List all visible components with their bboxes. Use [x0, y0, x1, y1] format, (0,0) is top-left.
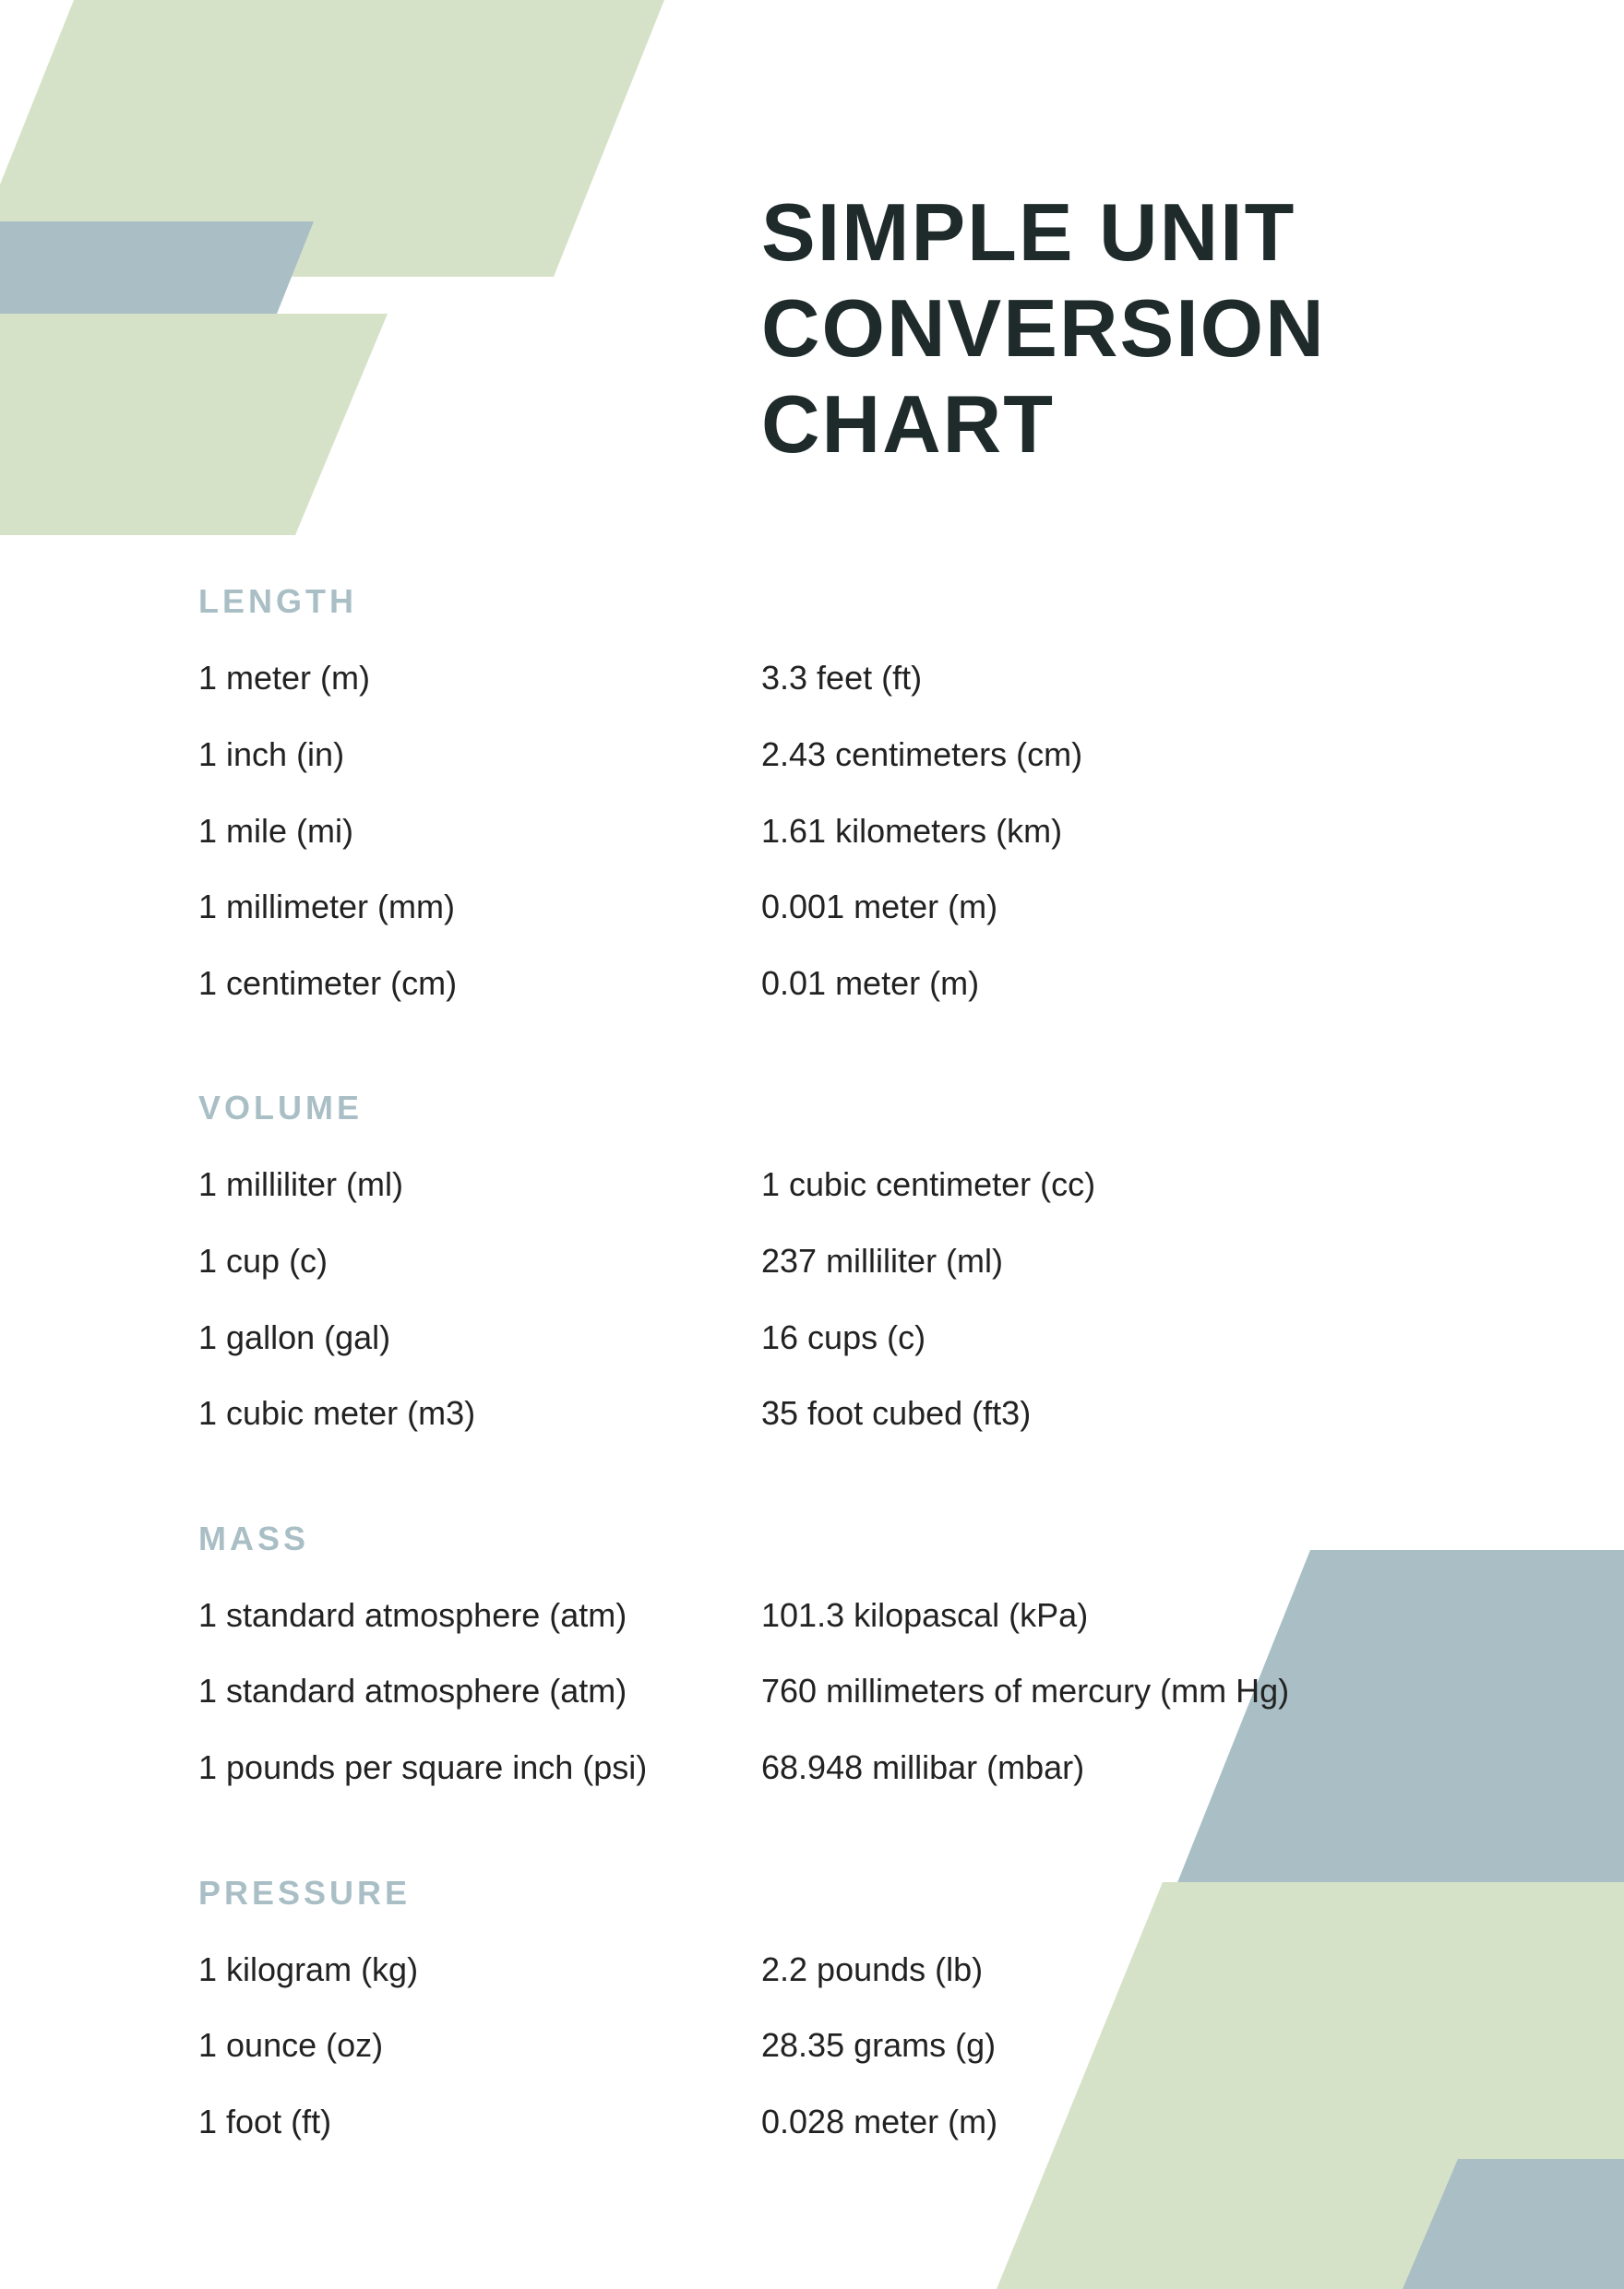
conversion-row: 1 millimeter (mm)0.001 meter (m) [198, 885, 1472, 930]
conversion-from: 1 gallon (gal) [198, 1316, 761, 1361]
section-pressure: PRESSURE1 kilogram (kg)2.2 pounds (lb)1 … [198, 1874, 1472, 2145]
conversion-from: 1 milliliter (ml) [198, 1162, 761, 1208]
section-heading: VOLUME [198, 1089, 1472, 1127]
conversion-to: 35 foot cubed (ft3) [761, 1391, 1472, 1437]
conversion-row: 1 inch (in)2.43 centimeters (cm) [198, 733, 1472, 778]
conversion-row: 1 meter (m)3.3 feet (ft) [198, 656, 1472, 701]
conversion-from: 1 foot (ft) [198, 2100, 761, 2145]
conversion-to: 1 cubic centimeter (cc) [761, 1162, 1472, 1208]
conversion-row: 1 mile (mi)1.61 kilometers (km) [198, 809, 1472, 854]
content-area: SIMPLE UNIT CONVERSION CHART LENGTH 1 met… [198, 185, 1472, 2227]
conversion-to: 237 milliliter (ml) [761, 1239, 1472, 1284]
conversion-from: 1 mile (mi) [198, 809, 761, 854]
conversion-from: 1 meter (m) [198, 656, 761, 701]
conversion-from: 1 pounds per square inch (psi) [198, 1746, 761, 1791]
conversion-to: 760 millimeters of mercury (mm Hg) [761, 1669, 1472, 1714]
conversion-from: 1 standard atmosphere (atm) [198, 1593, 761, 1639]
conversion-from: 1 centimeter (cm) [198, 961, 761, 1007]
conversion-from: 1 inch (in) [198, 733, 761, 778]
conversion-row: 1 gallon (gal)16 cups (c) [198, 1316, 1472, 1361]
conversion-from: 1 cubic meter (m3) [198, 1391, 761, 1437]
conversion-row: 1 centimeter (cm)0.01 meter (m) [198, 961, 1472, 1007]
conversion-from: 1 kilogram (kg) [198, 1948, 761, 1993]
conversion-to: 101.3 kilopascal (kPa) [761, 1593, 1472, 1639]
conversion-to: 68.948 millibar (mbar) [761, 1746, 1472, 1791]
section-heading: LENGTH [198, 582, 1472, 621]
conversion-row: 1 cup (c)237 milliliter (ml) [198, 1239, 1472, 1284]
conversion-row: 1 milliliter (ml)1 cubic centimeter (cc) [198, 1162, 1472, 1208]
conversion-to: 1.61 kilometers (km) [761, 809, 1472, 854]
section-volume: VOLUME 1 milliliter (ml)1 cubic centimete… [198, 1089, 1472, 1436]
conversion-row: 1 standard atmosphere (atm)101.3 kilopas… [198, 1593, 1472, 1639]
conversion-from: 1 cup (c) [198, 1239, 761, 1284]
section-heading: MASS [198, 1520, 1472, 1558]
section-heading: PRESSURE [198, 1874, 1472, 1913]
conversion-from: 1 millimeter (mm) [198, 885, 761, 930]
conversion-row: 1 foot (ft)0.028 meter (m) [198, 2100, 1472, 2145]
conversion-row: 1 cubic meter (m3)35 foot cubed (ft3) [198, 1391, 1472, 1437]
conversion-to: 28.35 grams (g) [761, 2023, 1472, 2068]
section-mass: MASS 1 standard atmosphere (atm)101.3 kil… [198, 1520, 1472, 1791]
conversion-to: 0.01 meter (m) [761, 961, 1472, 1007]
conversion-from: 1 ounce (oz) [198, 2023, 761, 2068]
conversion-row: 1 pounds per square inch (psi)68.948 mil… [198, 1746, 1472, 1791]
conversion-to: 2.43 centimeters (cm) [761, 733, 1472, 778]
conversion-to: 0.001 meter (m) [761, 885, 1472, 930]
conversion-to: 2.2 pounds (lb) [761, 1948, 1472, 1993]
conversion-row: 1 ounce (oz)28.35 grams (g) [198, 2023, 1472, 2068]
conversion-to: 3.3 feet (ft) [761, 656, 1472, 701]
conversion-row: 1 kilogram (kg)2.2 pounds (lb) [198, 1948, 1472, 1993]
section-length: LENGTH1 meter (m)3.3 feet (ft)1 inch (in… [198, 582, 1472, 1006]
conversion-row: 1 standard atmosphere (atm)760 millimete… [198, 1669, 1472, 1714]
conversion-from: 1 standard atmosphere (atm) [198, 1669, 761, 1714]
page-title: SIMPLE UNIT CONVERSION CHART [761, 185, 1472, 471]
conversion-to: 0.028 meter (m) [761, 2100, 1472, 2145]
sections-container: LENGTH1 meter (m)3.3 feet (ft)1 inch (in… [198, 582, 1472, 2144]
conversion-to: 16 cups (c) [761, 1316, 1472, 1361]
